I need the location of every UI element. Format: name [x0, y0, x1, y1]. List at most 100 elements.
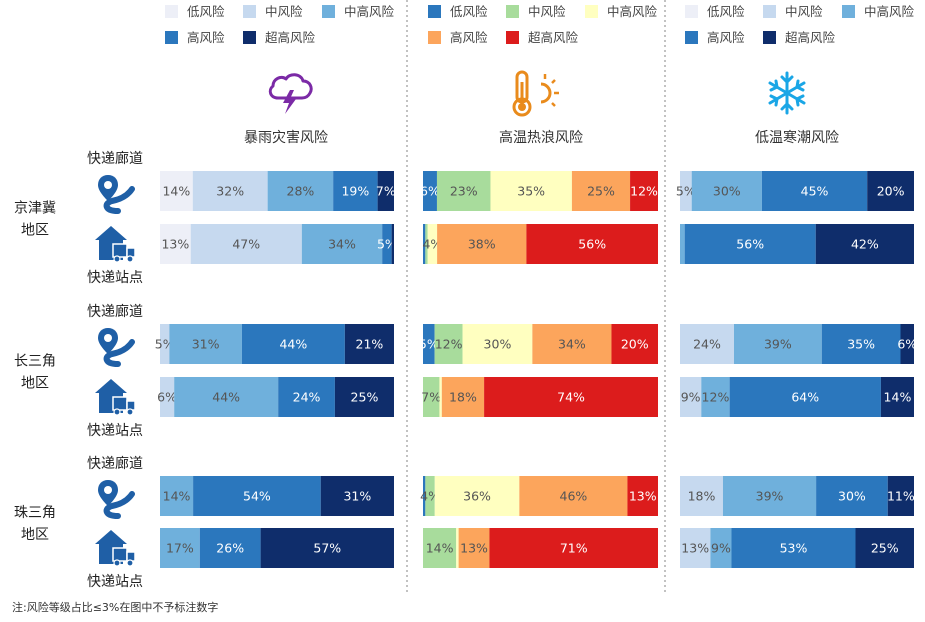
legend-item: 中高风险 [585, 4, 658, 19]
row-label-corridor: 快递廊道 [87, 303, 143, 320]
bar-data-label: 13% [681, 541, 709, 556]
bar-data-label: 53% [780, 541, 808, 556]
stacked-bar-corridor: 4% 36% 46% 13% [420, 476, 658, 516]
legend-item: 中高风险 [842, 4, 915, 19]
panel-title-heatwave: 高温热浪风险 [499, 129, 583, 146]
bar-segment [423, 324, 435, 364]
bar-segment [423, 528, 457, 568]
bar-segment [334, 377, 394, 417]
bar-segment [278, 377, 335, 417]
bar-segment [680, 476, 723, 516]
bar-segment [489, 528, 658, 568]
bar-data-label: 39% [756, 489, 784, 504]
bar-segment [680, 377, 702, 417]
legend-label: 中高风险 [607, 4, 658, 19]
legend-item: 中风险 [243, 4, 303, 19]
bar-data-label: 20% [621, 337, 649, 352]
legend-swatch [685, 5, 698, 18]
corridor-route-icon [98, 328, 135, 367]
bar-segment [160, 224, 191, 264]
legend-item: 低风险 [685, 4, 745, 19]
legend-label: 超高风险 [265, 30, 316, 45]
bar-data-label: 21% [356, 337, 384, 352]
panel-title-coldwave: 低温寒潮风险 [755, 129, 839, 146]
legend-label: 低风险 [450, 4, 488, 19]
bar-data-label: 54% [243, 489, 271, 504]
bar-data-label: 31% [192, 337, 220, 352]
bar-segment [344, 324, 394, 364]
bar-data-label: 28% [287, 184, 315, 199]
legend-label: 中风险 [265, 4, 303, 19]
bar-segment [436, 171, 491, 211]
legend-item: 高风险 [165, 30, 225, 45]
bars: 14% 32% 28% 19% 7% 13% 47% 34% 5% 5% 31% 44% 21% 6% 44… [155, 171, 917, 568]
bar-data-label: 6% [897, 337, 917, 352]
snowflake-icon [768, 71, 806, 115]
bar-data-label: 5% [676, 184, 696, 199]
bar-segment [193, 476, 321, 516]
stacked-bar-corridor: 14% 32% 28% 19% 7% [160, 171, 396, 211]
legend-label: 低风险 [187, 4, 225, 19]
stacked-bar-station: 17% 26% 57% [160, 528, 394, 568]
row-label-corridor: 快递廊道 [87, 150, 143, 167]
panel-title-rainstorm: 暴雨灾害风险 [244, 129, 328, 146]
bar-segment [174, 377, 279, 417]
bar-segment [423, 476, 426, 516]
bar-segment [169, 324, 242, 364]
bar-data-label: 25% [351, 390, 379, 405]
bar-segment [160, 377, 175, 417]
bar-data-label: 18% [449, 390, 477, 405]
bar-data-label: 23% [450, 184, 478, 199]
legend-label: 超高风险 [528, 30, 579, 45]
stacked-bar-station: 6% 44% 24% 25% [157, 377, 394, 417]
bar-data-label: 13% [629, 489, 657, 504]
bar-segment [680, 224, 685, 264]
bar-segment [382, 224, 392, 264]
bar-segment [761, 171, 868, 211]
bar-segment [423, 377, 440, 417]
bar-data-label: 30% [484, 337, 512, 352]
bar-data-label: 36% [463, 489, 491, 504]
bar-segment [627, 476, 658, 516]
bar-data-label: 5% [419, 337, 439, 352]
legend-label: 中高风险 [864, 4, 915, 19]
row-label-corridor: 快递廊道 [87, 455, 143, 472]
bar-segment [680, 171, 692, 211]
bar-segment [301, 224, 383, 264]
stacked-bar-station: 4% 38% 56% [422, 224, 658, 264]
bar-segment [423, 224, 426, 264]
stacked-bar-station: 7% 18% 74% [421, 377, 658, 417]
row-label-station: 快递站点 [87, 270, 143, 286]
bar-data-label: 19% [341, 184, 369, 199]
bar-data-label: 18% [688, 489, 716, 504]
bar-data-label: 14% [426, 541, 454, 556]
bar-segment [519, 476, 628, 516]
bar-data-label: 42% [851, 237, 879, 252]
bar-data-label: 7% [376, 184, 396, 199]
bar-segment [526, 224, 658, 264]
bar-segment [571, 171, 631, 211]
stacked-bar-corridor: 5%12% 30% 34% 20% [419, 324, 658, 364]
region-label: 地区 [21, 376, 49, 392]
corridor-route-icon [98, 175, 135, 214]
bar-data-label: 34% [558, 337, 586, 352]
bar-segment [684, 224, 816, 264]
bar-segment [456, 528, 459, 568]
bar-data-label: 9% [681, 390, 701, 405]
legend-item: 中高风险 [322, 4, 395, 19]
bar-data-label: 6% [420, 184, 440, 199]
bar-segment [816, 476, 888, 516]
bar-segment [320, 476, 394, 516]
legend-label: 高风险 [707, 30, 745, 45]
stacked-bar-corridor: 14% 54% 31% [160, 476, 394, 516]
bar-data-label: 20% [877, 184, 905, 199]
legend-swatch [322, 5, 335, 18]
legend-item: 低风险 [428, 4, 488, 19]
bar-segment [439, 377, 442, 417]
bar-segment [458, 528, 490, 568]
bar-segment [425, 224, 428, 264]
bar-segment [190, 224, 302, 264]
bar-segment [630, 171, 658, 211]
bar-data-label: 44% [212, 390, 240, 405]
bar-data-label: 14% [884, 390, 912, 405]
